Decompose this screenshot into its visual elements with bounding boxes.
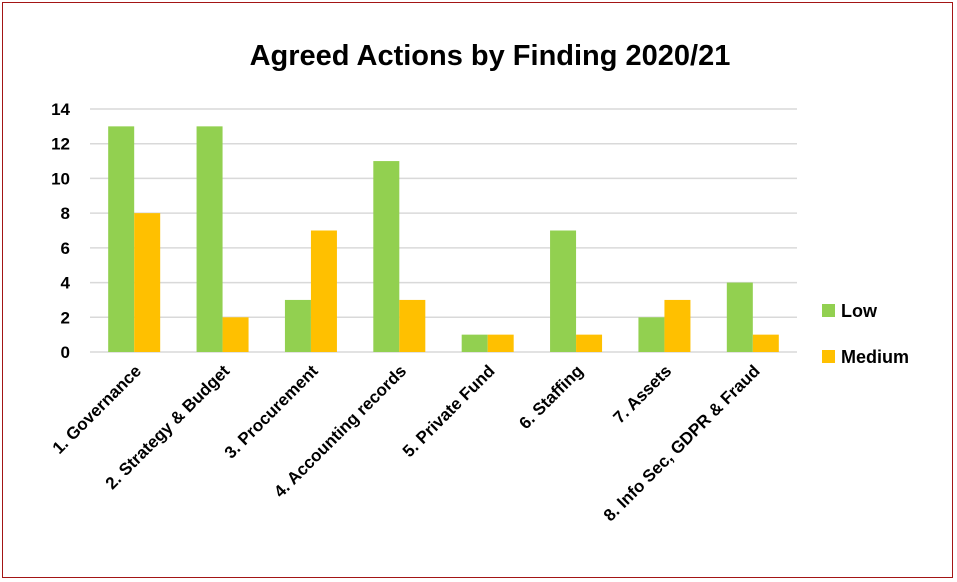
x-category-label: 6. Staffing bbox=[515, 361, 587, 433]
bar-medium bbox=[134, 213, 161, 352]
bar-medium bbox=[222, 317, 249, 352]
legend-swatch-medium bbox=[822, 350, 835, 363]
bar-medium bbox=[664, 299, 691, 352]
bar-low bbox=[726, 282, 753, 352]
bar-medium bbox=[487, 334, 514, 352]
bar-medium bbox=[399, 299, 426, 352]
x-category-label: 8. Info Sec, GDPR & Fraud bbox=[600, 361, 764, 525]
x-category-label: 7. Assets bbox=[609, 361, 675, 427]
y-tick-label: 6 bbox=[61, 239, 70, 258]
bars bbox=[108, 126, 779, 352]
legend-swatch-low bbox=[822, 304, 835, 317]
y-tick-label: 0 bbox=[61, 343, 70, 362]
y-tick-label: 8 bbox=[61, 204, 70, 223]
gridlines bbox=[90, 108, 797, 353]
chart-title: Agreed Actions by Finding 2020/21 bbox=[249, 40, 731, 72]
bar-low bbox=[373, 161, 400, 352]
x-category-label: 1. Governance bbox=[49, 361, 145, 457]
bar-low bbox=[461, 334, 488, 352]
y-tick-label: 4 bbox=[61, 274, 71, 293]
bar-medium bbox=[310, 230, 337, 352]
bar-medium bbox=[576, 334, 603, 352]
bar-low bbox=[550, 230, 577, 352]
legend-label: Medium bbox=[841, 347, 909, 367]
x-category-label: 5. Private Fund bbox=[399, 361, 499, 461]
legend-label: Low bbox=[841, 301, 878, 321]
y-tick-label: 2 bbox=[61, 308, 70, 327]
bar-low bbox=[284, 299, 311, 352]
y-tick-label: 14 bbox=[51, 100, 70, 119]
y-tick-label: 12 bbox=[51, 135, 70, 154]
y-axis: 0 2 4 6 8 10 12 14 bbox=[51, 100, 70, 362]
bar-medium bbox=[752, 334, 779, 352]
y-tick-label: 10 bbox=[51, 169, 70, 188]
bar-low bbox=[196, 126, 223, 352]
bar-low bbox=[638, 317, 665, 352]
bar-low bbox=[108, 126, 135, 352]
x-category-label: 3. Procurement bbox=[221, 361, 322, 462]
legend: Low Medium bbox=[822, 301, 909, 367]
